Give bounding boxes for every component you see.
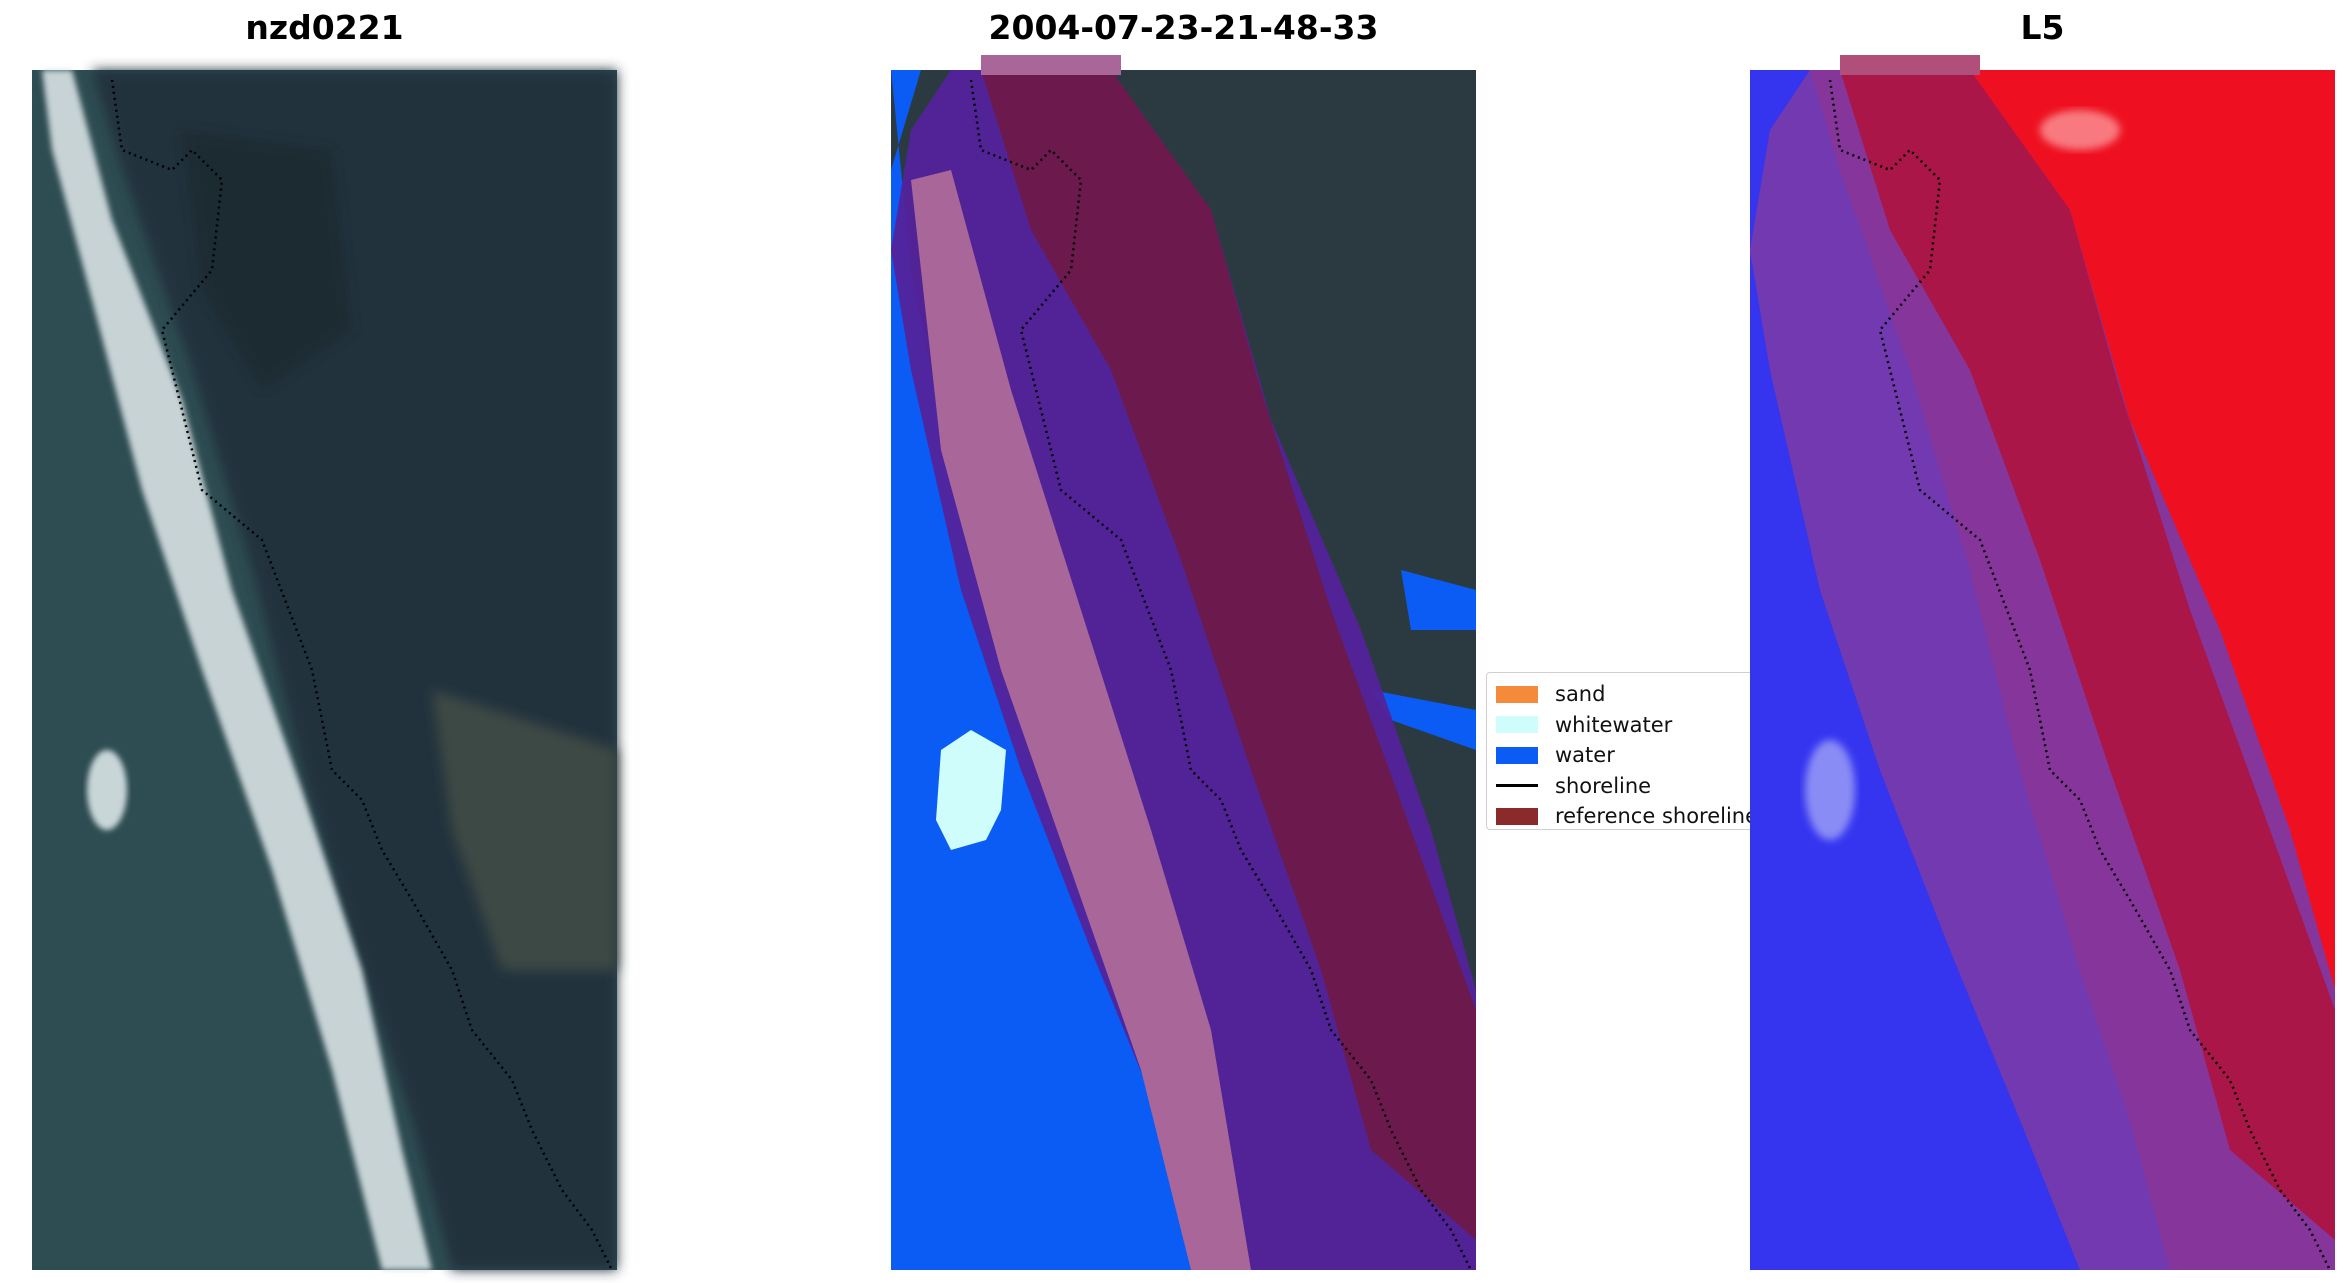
legend-item-sand: sand xyxy=(1487,679,1757,710)
surf-patch xyxy=(87,750,127,830)
buffer-maroon-band xyxy=(981,70,1476,1240)
buffer-maroon-band xyxy=(1840,70,2335,1240)
land-patch xyxy=(432,690,617,970)
buffer-top-cap xyxy=(1840,55,1980,75)
water-swatch xyxy=(1496,746,1538,764)
legend-item-reference-shoreline: reference shoreline xyxy=(1487,801,1758,829)
classification-panel xyxy=(891,55,1476,1271)
surf-band xyxy=(42,70,432,1270)
water-patch-right xyxy=(1401,570,1476,630)
water-patch-right-2 xyxy=(1371,690,1476,750)
land-patch-dark xyxy=(182,130,352,390)
legend-item-whitewater: whitewater xyxy=(1487,710,1757,741)
index-light-patch xyxy=(2040,110,2120,150)
legend-item-water: water xyxy=(1487,740,1757,771)
index-light-patch xyxy=(1805,740,1855,840)
buffer-top-cap xyxy=(981,55,1121,75)
shoreline-line-swatch xyxy=(1496,784,1538,788)
legend-label: sand xyxy=(1555,682,1606,707)
buffer-pink-band xyxy=(911,170,1251,1270)
legend-label: water xyxy=(1555,743,1615,768)
legend-item-shoreline: shoreline xyxy=(1487,771,1757,802)
legend-label: reference shoreline xyxy=(1555,804,1758,829)
whitewater-swatch xyxy=(1496,716,1538,734)
land-area xyxy=(92,70,617,1270)
legend-label: shoreline xyxy=(1555,773,1652,798)
panel-title-index: L5 xyxy=(2020,8,2065,47)
panel-title-rgb: nzd0221 xyxy=(245,8,404,47)
water-class-area xyxy=(891,70,1191,1270)
sand-swatch xyxy=(1496,685,1538,703)
legend: sand whitewater water shoreline referenc… xyxy=(1486,672,1758,830)
legend-label: whitewater xyxy=(1555,712,1673,737)
reference-shoreline-swatch xyxy=(1496,807,1538,825)
index-panel xyxy=(1750,55,2335,1271)
rgb-image-panel xyxy=(32,70,617,1271)
whitewater-patch xyxy=(936,730,1006,850)
panel-title-classification: 2004-07-23-21-48-33 xyxy=(988,8,1379,47)
